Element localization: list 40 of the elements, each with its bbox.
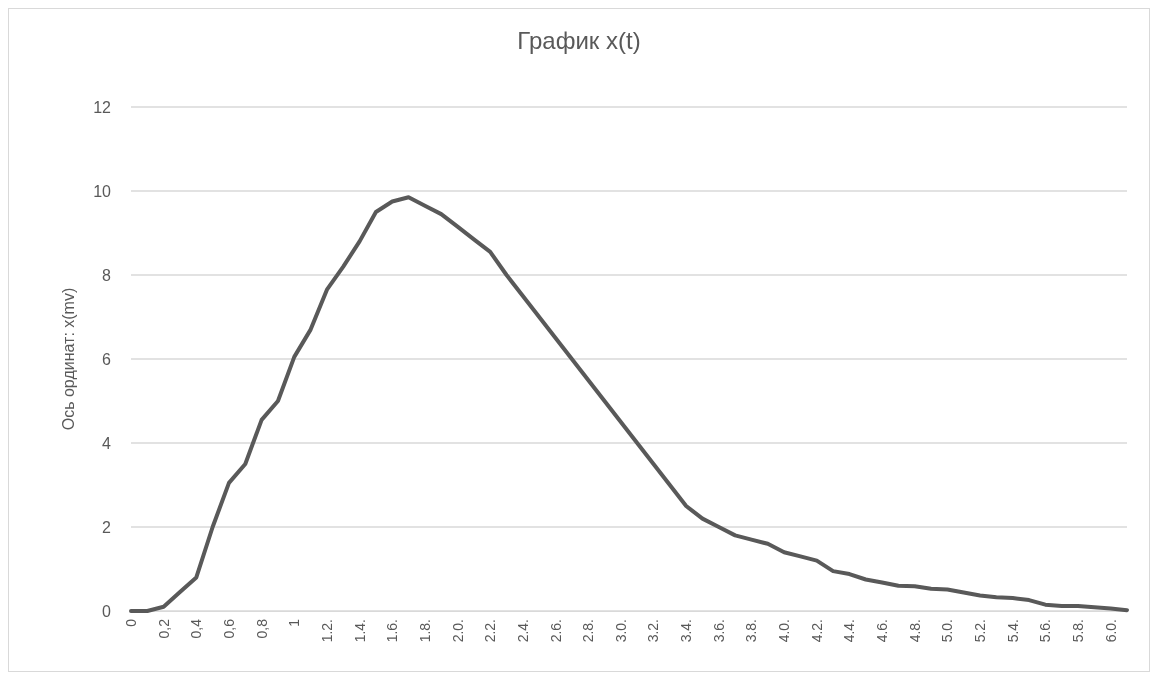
- x-tick-label: 3.2.: [645, 619, 662, 643]
- x-tick-label: 6.0.: [1102, 619, 1119, 643]
- x-tick-label: 4.6.: [874, 619, 891, 643]
- x-tick-label: 1.2.: [318, 619, 335, 643]
- x-tick-label: 4.0.: [776, 619, 793, 643]
- y-tick-label: 8: [102, 266, 112, 284]
- x-tick-label: 0,2: [155, 618, 172, 639]
- x-tick-label: 1.4.: [351, 619, 368, 643]
- x-tick-label: 3.4.: [678, 619, 695, 643]
- x-tick-label: 2.0.: [449, 619, 466, 643]
- x-tick-label: 5.8.: [1070, 619, 1087, 643]
- y-tick-label: 12: [93, 98, 112, 116]
- y-tick-label: 2: [102, 518, 112, 536]
- x-tick-label: 4.2.: [808, 619, 825, 643]
- x-tick-label: 0: [123, 618, 139, 627]
- x-tick-label: 5.6.: [1037, 619, 1054, 643]
- y-tick-label: 10: [93, 182, 112, 200]
- x-tick-label: 2.4.: [514, 619, 531, 643]
- line-series: [129, 195, 1129, 613]
- y-tick-label: 4: [102, 434, 112, 452]
- x-tick-label: 4.4.: [841, 619, 858, 643]
- x-tick-label: 3.8.: [743, 619, 760, 643]
- x-tick-label: 2.8.: [580, 619, 597, 643]
- x-tick-label: 5.2.: [972, 619, 989, 643]
- x-tick-label: 0,6: [220, 618, 237, 639]
- x-tick-label: 2.6.: [547, 619, 564, 643]
- chart-title: График x(t): [517, 26, 641, 54]
- x-tick-label: 1: [286, 618, 303, 627]
- x-tick-label: 4.8.: [906, 619, 923, 643]
- x-tick-label: 5.4.: [1004, 619, 1021, 643]
- x-tick-label: 0,8: [253, 618, 270, 639]
- y-tick-label: 6: [102, 350, 112, 368]
- x-tick-label: 1.8.: [416, 619, 433, 643]
- y-axis-title: Ось ординат: x(mv): [59, 287, 77, 431]
- x-tick-label: 2.2.: [482, 619, 499, 643]
- x-tick-label: 0,4: [188, 618, 205, 639]
- x-tick-label: 3.6.: [710, 619, 727, 643]
- x-tick-label: 1.6.: [384, 619, 401, 643]
- x-tick-label: 5.0.: [939, 619, 956, 643]
- x-tick-label: 3.0.: [612, 619, 629, 643]
